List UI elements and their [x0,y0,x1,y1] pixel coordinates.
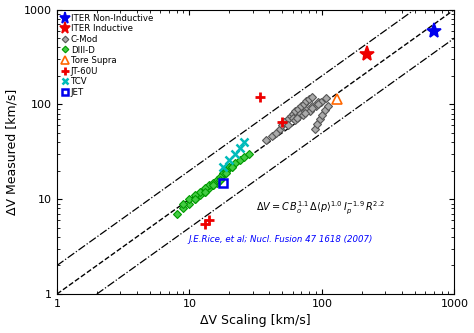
Text: $\Delta V = C\, B_o^{1.1}\, \Delta\langle p \rangle^{1.0}\, I_p^{-1.9}\, R^{2.2}: $\Delta V = C\, B_o^{1.1}\, \Delta\langl… [255,200,384,217]
Legend: ITER Non-Inductive, ITER Inductive, C-Mod, DIII-D, Tore Supra, JT-60U, TCV, JET: ITER Non-Inductive, ITER Inductive, C-Mo… [60,12,155,99]
Text: J.E.Rice, et al; Nucl. Fusion 47 1618 (2007): J.E.Rice, et al; Nucl. Fusion 47 1618 (2… [188,235,373,244]
X-axis label: ΔV Scaling [km/s]: ΔV Scaling [km/s] [201,314,311,327]
Y-axis label: ΔV Measured [km/s]: ΔV Measured [km/s] [6,89,18,215]
